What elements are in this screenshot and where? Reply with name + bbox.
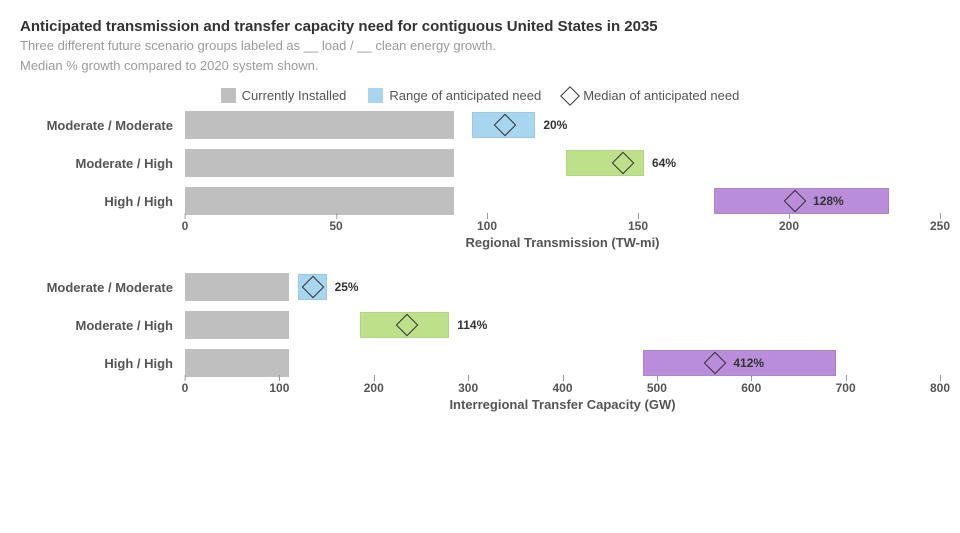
row-label: Moderate / High bbox=[20, 318, 185, 333]
plot-area: 114% bbox=[185, 309, 940, 341]
chart-subtitle-1: Three different future scenario groups l… bbox=[20, 37, 940, 55]
chart-row: Moderate / Moderate 20% bbox=[20, 109, 940, 141]
legend-swatch-installed bbox=[221, 88, 236, 103]
axis-tick: 400 bbox=[552, 381, 572, 395]
chart-row: Moderate / Moderate 25% bbox=[20, 271, 940, 303]
axis-tick: 700 bbox=[836, 381, 856, 395]
axis-tick: 150 bbox=[628, 219, 648, 233]
axis-tick: 0 bbox=[182, 219, 189, 233]
x-axis-1-label: Regional Transmission (TW-mi) bbox=[465, 235, 659, 250]
currently-installed-bar bbox=[185, 187, 454, 215]
pct-label: 64% bbox=[652, 156, 676, 170]
chart-header: Anticipated transmission and transfer ca… bbox=[20, 18, 940, 74]
x-axis-1: Regional Transmission (TW-mi) 0 50 100 150 2… bbox=[20, 219, 940, 253]
axis-tick: 300 bbox=[458, 381, 478, 395]
legend-item-median: Median of anticipated need bbox=[563, 88, 739, 103]
pct-label: 20% bbox=[543, 118, 567, 132]
axis-tick: 50 bbox=[329, 219, 342, 233]
chart-row: Moderate / High 114% bbox=[20, 309, 940, 341]
chart-interregional-capacity: Moderate / Moderate 25% Moderate / High 114… bbox=[20, 271, 940, 415]
axis-tick: 200 bbox=[364, 381, 384, 395]
chart-subtitle-2: Median % growth compared to 2020 system … bbox=[20, 57, 940, 75]
legend: Currently Installed Range of anticipated… bbox=[20, 88, 940, 103]
axis-tick: 100 bbox=[477, 219, 497, 233]
axis-tick: 200 bbox=[779, 219, 799, 233]
diamond-icon bbox=[560, 86, 580, 106]
currently-installed-bar bbox=[185, 311, 289, 339]
axis-tick: 500 bbox=[647, 381, 667, 395]
axis-tick: 250 bbox=[930, 219, 950, 233]
chart-row: Moderate / High 64% bbox=[20, 147, 940, 179]
currently-installed-bar bbox=[185, 149, 454, 177]
plot-area: 128% bbox=[185, 185, 940, 217]
currently-installed-bar bbox=[185, 349, 289, 377]
chart-title: Anticipated transmission and transfer ca… bbox=[20, 18, 940, 35]
legend-swatch-range bbox=[368, 88, 383, 103]
axis-tick: 600 bbox=[741, 381, 761, 395]
axis-tick: 100 bbox=[269, 381, 289, 395]
plot-area: 25% bbox=[185, 271, 940, 303]
row-label: Moderate / Moderate bbox=[20, 118, 185, 133]
plot-area: 64% bbox=[185, 147, 940, 179]
pct-label: 114% bbox=[457, 318, 487, 332]
legend-label-installed: Currently Installed bbox=[242, 88, 347, 103]
legend-label-median: Median of anticipated need bbox=[583, 88, 739, 103]
plot-area: 20% bbox=[185, 109, 940, 141]
pct-label: 412% bbox=[733, 356, 764, 370]
legend-item-range: Range of anticipated need bbox=[368, 88, 541, 103]
row-label: Moderate / Moderate bbox=[20, 280, 185, 295]
row-label: High / High bbox=[20, 194, 185, 209]
pct-label: 25% bbox=[335, 280, 359, 294]
axis-tick: 800 bbox=[930, 381, 950, 395]
chart-regional-transmission: Moderate / Moderate 20% Moderate / High 64%… bbox=[20, 109, 940, 253]
chart-row: High / High 128% bbox=[20, 185, 940, 217]
legend-label-range: Range of anticipated need bbox=[389, 88, 541, 103]
x-axis-2: Interregional Transfer Capacity (GW) 0 10… bbox=[20, 381, 940, 415]
currently-installed-bar bbox=[185, 273, 289, 301]
row-label: High / High bbox=[20, 356, 185, 371]
pct-label: 128% bbox=[813, 194, 844, 208]
currently-installed-bar bbox=[185, 111, 454, 139]
chart-row: High / High 412% bbox=[20, 347, 940, 379]
row-label: Moderate / High bbox=[20, 156, 185, 171]
x-axis-2-label: Interregional Transfer Capacity (GW) bbox=[449, 397, 675, 412]
axis-tick: 0 bbox=[182, 381, 189, 395]
legend-item-installed: Currently Installed bbox=[221, 88, 347, 103]
